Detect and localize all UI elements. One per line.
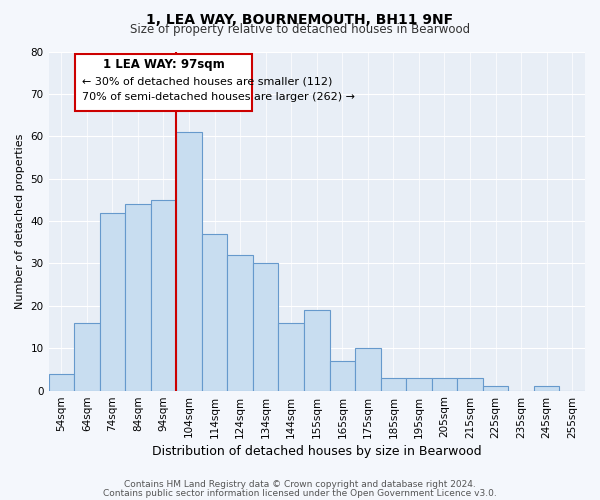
- Bar: [329, 361, 355, 390]
- Bar: [457, 378, 483, 390]
- Text: ← 30% of detached houses are smaller (112): ← 30% of detached houses are smaller (11…: [82, 76, 332, 86]
- Bar: [432, 378, 457, 390]
- Bar: [406, 378, 432, 390]
- Bar: [380, 378, 406, 390]
- Text: 70% of semi-detached houses are larger (262) →: 70% of semi-detached houses are larger (…: [82, 92, 355, 102]
- Bar: [125, 204, 151, 390]
- Text: Size of property relative to detached houses in Bearwood: Size of property relative to detached ho…: [130, 22, 470, 36]
- Bar: [253, 264, 278, 390]
- Bar: [202, 234, 227, 390]
- Bar: [100, 212, 125, 390]
- Bar: [227, 255, 253, 390]
- Bar: [483, 386, 508, 390]
- Text: 1 LEA WAY: 97sqm: 1 LEA WAY: 97sqm: [103, 58, 224, 70]
- Bar: [534, 386, 559, 390]
- Text: Contains HM Land Registry data © Crown copyright and database right 2024.: Contains HM Land Registry data © Crown c…: [124, 480, 476, 489]
- Y-axis label: Number of detached properties: Number of detached properties: [15, 134, 25, 308]
- Bar: [304, 310, 329, 390]
- Bar: [74, 323, 100, 390]
- Text: 1, LEA WAY, BOURNEMOUTH, BH11 9NF: 1, LEA WAY, BOURNEMOUTH, BH11 9NF: [146, 12, 454, 26]
- Bar: [151, 200, 176, 390]
- X-axis label: Distribution of detached houses by size in Bearwood: Distribution of detached houses by size …: [152, 444, 482, 458]
- Bar: [278, 323, 304, 390]
- FancyBboxPatch shape: [76, 54, 251, 111]
- Bar: [176, 132, 202, 390]
- Bar: [49, 374, 74, 390]
- Bar: [355, 348, 380, 391]
- Text: Contains public sector information licensed under the Open Government Licence v3: Contains public sector information licen…: [103, 488, 497, 498]
